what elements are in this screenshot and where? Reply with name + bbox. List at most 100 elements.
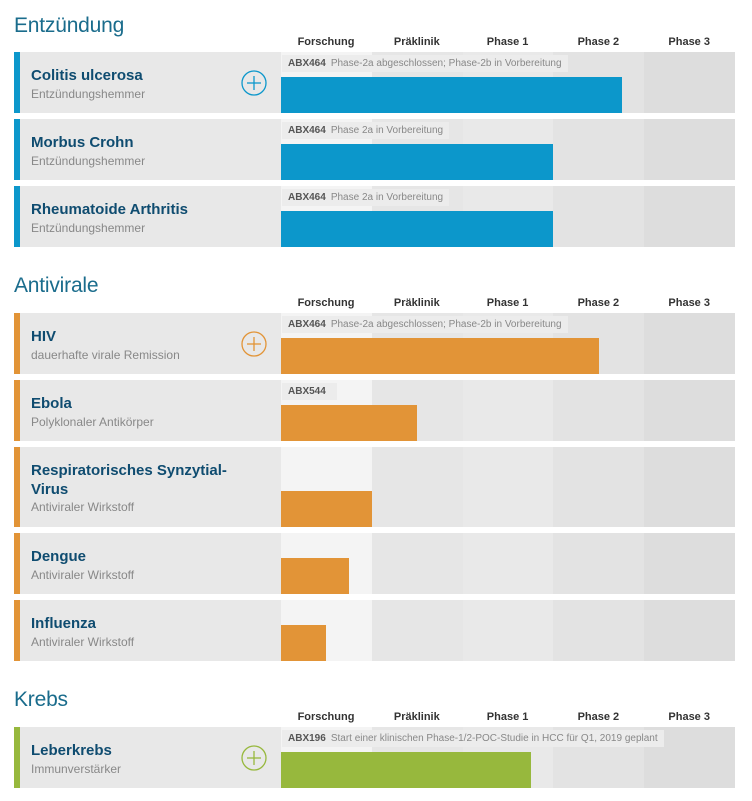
indication-subtitle: Antiviraler Wirkstoff bbox=[31, 568, 135, 582]
phase-column bbox=[553, 380, 645, 441]
indication-name: HIV bbox=[31, 328, 57, 345]
phase-header: Phase 2 bbox=[577, 711, 620, 723]
indication-subtitle: Antiviraler Wirkstoff bbox=[31, 635, 135, 649]
label-area bbox=[20, 533, 281, 594]
indication-subtitle: dauerhafte virale Remission bbox=[31, 348, 180, 362]
progress-bar bbox=[281, 491, 372, 527]
phase-column bbox=[644, 533, 735, 594]
status-label: ABX464 Phase-2a abgeschlossen; Phase-2b i… bbox=[282, 316, 568, 333]
label-area bbox=[20, 313, 281, 374]
phase-header: Phase 2 bbox=[577, 36, 620, 48]
expand-plus-icon[interactable] bbox=[241, 744, 267, 771]
indication-subtitle: Entzündungshemmer bbox=[31, 221, 146, 235]
label-area bbox=[20, 186, 281, 247]
pipeline-row[interactable]: HIV dauerhafte virale Remission ABX464 Phas… bbox=[14, 313, 735, 374]
indication-name: Rheumatoide Arthritis bbox=[31, 201, 188, 218]
phase-header: Präklinik bbox=[393, 297, 440, 309]
indication-subtitle: Immunverstärker bbox=[31, 762, 122, 776]
indication-subtitle: Antiviraler Wirkstoff bbox=[31, 500, 135, 514]
phase-header: Präklinik bbox=[393, 36, 440, 48]
indication-subtitle: Polyklonaler Antikörper bbox=[31, 415, 154, 429]
expand-plus-icon[interactable] bbox=[241, 69, 267, 96]
phase-header: Phase 1 bbox=[486, 711, 529, 723]
indication-subtitle: Entzündungshemmer bbox=[31, 87, 146, 101]
indication-name: Ebola bbox=[31, 395, 72, 412]
pipeline-row: Respiratorisches Synzytial-Virus Antivira… bbox=[14, 447, 735, 527]
progress-bar bbox=[281, 558, 349, 594]
progress-bar bbox=[281, 625, 326, 661]
pipeline-row: Ebola Polyklonaler Antikörper ABX544 bbox=[14, 380, 735, 441]
phase-column bbox=[553, 447, 645, 527]
phase-column bbox=[462, 380, 554, 441]
row-accent bbox=[14, 447, 20, 527]
pipeline-row: Dengue Antiviraler Wirkstoff bbox=[14, 533, 735, 594]
section-title: Antivirale bbox=[14, 274, 99, 297]
status-label: ABX464 Phase 2a in Vorbereitung bbox=[282, 122, 450, 139]
label-area bbox=[20, 727, 281, 788]
label-area bbox=[20, 380, 281, 441]
phase-column bbox=[553, 119, 645, 180]
pipeline-row: Morbus Crohn Entzündungshemmer ABX464 Phase… bbox=[14, 119, 735, 180]
pipeline-row[interactable]: Colitis ulcerosa Entzündungshemmer ABX464 P… bbox=[14, 52, 735, 113]
phase-header: Forschung bbox=[297, 711, 355, 723]
pipeline-row[interactable]: Leberkrebs Immunverstärker ABX196 Start ein… bbox=[14, 727, 735, 788]
indication-name: Leberkrebs bbox=[31, 742, 112, 759]
phase-header: Phase 3 bbox=[668, 297, 710, 309]
phase-column bbox=[644, 447, 735, 527]
phase-column bbox=[462, 533, 554, 594]
phase-column bbox=[462, 600, 554, 661]
label-area bbox=[20, 600, 281, 661]
status-label: ABX464 Phase-2a abgeschlossen; Phase-2b i… bbox=[282, 55, 568, 72]
row-accent bbox=[14, 380, 20, 441]
phase-column bbox=[371, 447, 463, 527]
section-title: Entzündung bbox=[14, 14, 125, 37]
indication-name: Dengue bbox=[31, 548, 87, 565]
phase-column bbox=[644, 186, 735, 247]
status-text: Phase 2a in Vorbereitung bbox=[330, 125, 444, 136]
phase-header: Forschung bbox=[297, 36, 355, 48]
phase-column bbox=[644, 52, 735, 113]
indication-name: Colitis ulcerosa bbox=[31, 67, 143, 84]
expand-plus-icon[interactable] bbox=[241, 330, 267, 357]
phase-header: Phase 1 bbox=[486, 36, 529, 48]
label-area bbox=[20, 447, 281, 527]
phase-header: Phase 3 bbox=[668, 711, 710, 723]
phase-header: Präklinik bbox=[393, 711, 440, 723]
compound-name: ABX464 bbox=[288, 319, 326, 330]
row-accent bbox=[14, 186, 20, 247]
phase-column bbox=[371, 600, 463, 661]
phase-header: Phase 3 bbox=[668, 36, 710, 48]
status-label: ABX464 Phase 2a in Vorbereitung bbox=[282, 189, 450, 206]
row-accent bbox=[14, 119, 20, 180]
progress-bar bbox=[281, 77, 622, 113]
progress-bar bbox=[281, 211, 553, 247]
section-title: Krebs bbox=[14, 688, 68, 711]
phase-column bbox=[644, 600, 735, 661]
compound-name: ABX196 bbox=[288, 733, 326, 744]
indication-name: Respiratorisches Synzytial-Virus bbox=[31, 462, 227, 498]
label-area bbox=[20, 52, 281, 113]
row-accent bbox=[14, 600, 20, 661]
progress-bar bbox=[281, 144, 553, 180]
compound-name: ABX464 bbox=[288, 58, 326, 69]
label-area bbox=[20, 119, 281, 180]
indication-subtitle: Entzündungshemmer bbox=[31, 154, 146, 168]
phase-column bbox=[553, 533, 645, 594]
phase-header: Phase 2 bbox=[577, 297, 620, 309]
status-text: Start einer klinischen Phase-1/2-POC-Stu… bbox=[330, 733, 658, 744]
indication-name: Influenza bbox=[31, 615, 97, 632]
status-text: Phase-2a abgeschlossen; Phase-2b in Vorb… bbox=[330, 319, 562, 330]
status-text: Phase 2a in Vorbereitung bbox=[330, 192, 444, 203]
phase-column bbox=[644, 380, 735, 441]
indication-name: Morbus Crohn bbox=[31, 134, 134, 151]
phase-header: Forschung bbox=[297, 297, 355, 309]
pipeline-row: Influenza Antiviraler Wirkstoff bbox=[14, 600, 735, 661]
compound-name: ABX464 bbox=[288, 125, 326, 136]
row-accent bbox=[14, 313, 20, 374]
progress-bar bbox=[281, 405, 417, 441]
row-accent bbox=[14, 727, 20, 788]
phase-column bbox=[553, 186, 645, 247]
phase-column bbox=[462, 447, 554, 527]
phase-column bbox=[644, 313, 735, 374]
compound-name: ABX544 bbox=[288, 386, 326, 397]
